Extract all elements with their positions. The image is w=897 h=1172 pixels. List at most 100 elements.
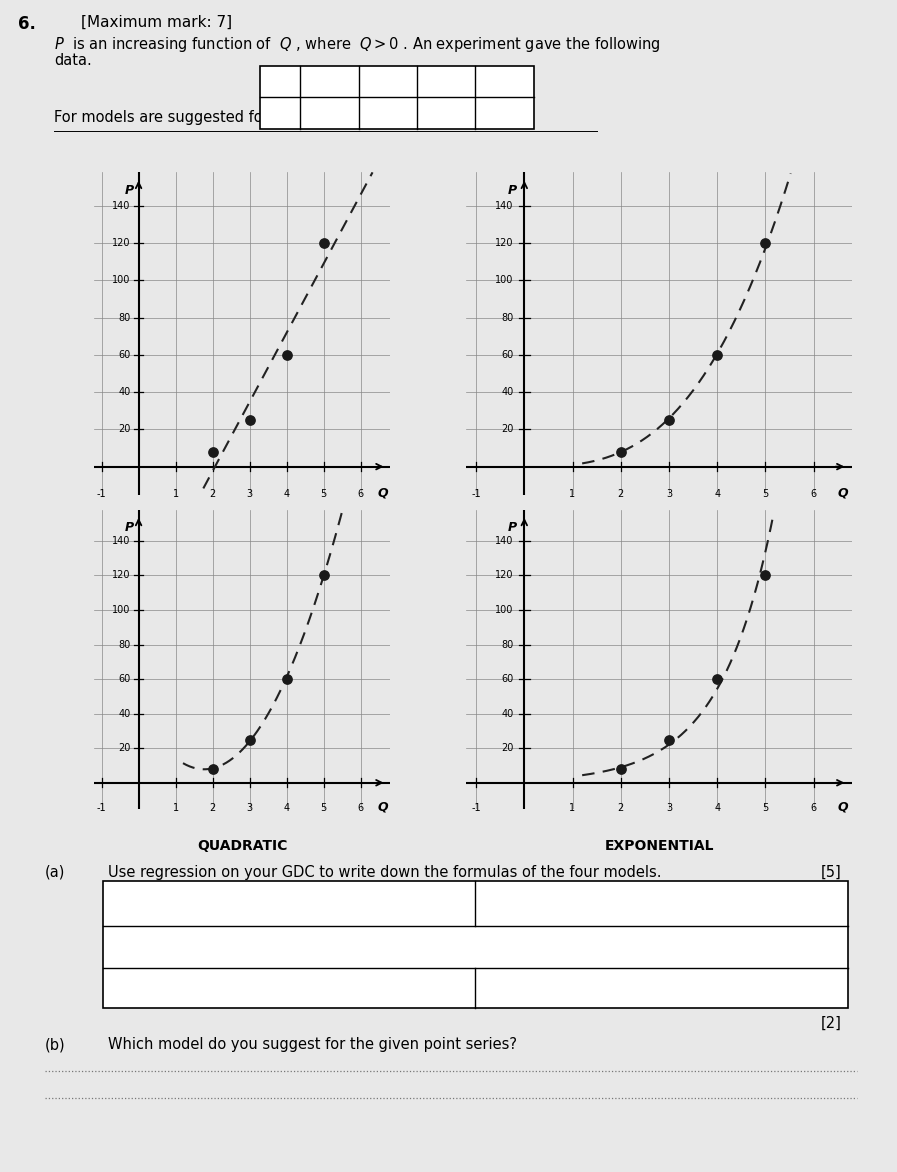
Text: 6: 6 <box>811 489 816 499</box>
Point <box>710 346 724 364</box>
Text: 140: 140 <box>112 200 130 211</box>
Text: 3: 3 <box>383 74 393 89</box>
Point <box>205 759 220 778</box>
Text: 1: 1 <box>172 489 179 499</box>
Text: 120: 120 <box>495 238 514 248</box>
Text: 6: 6 <box>358 804 363 813</box>
Text: 3: 3 <box>666 489 672 499</box>
Text: -1: -1 <box>97 804 107 813</box>
Text: 4: 4 <box>714 804 720 813</box>
Text: 40: 40 <box>118 387 130 397</box>
Text: 2: 2 <box>618 804 623 813</box>
Text: P: P <box>125 184 134 197</box>
Text: 2: 2 <box>210 489 215 499</box>
Text: P: P <box>508 520 517 533</box>
Point <box>317 566 331 585</box>
Text: 1: 1 <box>570 489 576 499</box>
Text: 40: 40 <box>501 709 514 718</box>
Text: data.: data. <box>54 53 91 68</box>
Text: 1: 1 <box>172 804 179 813</box>
Text: 2: 2 <box>210 804 215 813</box>
Point <box>710 669 724 688</box>
Text: 4: 4 <box>441 74 451 89</box>
Text: P: P <box>125 520 134 533</box>
Text: 100: 100 <box>495 275 514 285</box>
Text: -1: -1 <box>471 804 481 813</box>
Text: $(a \cdot b^x)$:: $(a \cdot b^x)$: <box>486 979 541 997</box>
Text: POWER: POWER <box>631 527 688 540</box>
Text: 5: 5 <box>500 74 509 89</box>
Text: 4: 4 <box>283 489 290 499</box>
Text: (a): (a) <box>45 865 65 880</box>
Text: 140: 140 <box>112 536 130 546</box>
Text: 60: 60 <box>118 350 130 360</box>
Text: 5: 5 <box>320 804 327 813</box>
Text: [2]: [2] <box>821 1016 841 1031</box>
Text: 6.: 6. <box>18 15 36 33</box>
Text: 4: 4 <box>283 804 290 813</box>
Text: (b): (b) <box>45 1037 65 1052</box>
Text: 5: 5 <box>762 489 769 499</box>
Text: 100: 100 <box>112 275 130 285</box>
Text: 2: 2 <box>325 74 335 89</box>
Text: POWER:: POWER: <box>486 897 549 911</box>
Text: For models are suggested for this point series.: For models are suggested for this point … <box>54 110 396 125</box>
Text: -1: -1 <box>97 489 107 499</box>
Text: 100: 100 <box>495 605 514 615</box>
Point <box>614 759 628 778</box>
Point <box>758 233 772 252</box>
Text: 60: 60 <box>118 674 130 684</box>
Text: 8: 8 <box>325 105 335 121</box>
Text: 60: 60 <box>501 350 514 360</box>
Text: 3: 3 <box>247 804 253 813</box>
Text: P: P <box>508 184 517 197</box>
Point <box>279 346 293 364</box>
Text: Q: Q <box>378 486 388 499</box>
Text: $P$  is an increasing function of  $Q$ , where  $Q > 0$ . An experiment gave the: $P$ is an increasing function of $Q$ , w… <box>54 35 660 54</box>
Text: 120: 120 <box>491 105 518 121</box>
Text: 80: 80 <box>501 313 514 322</box>
Text: 20: 20 <box>501 743 514 754</box>
Text: 2: 2 <box>618 489 623 499</box>
Text: 60: 60 <box>501 674 514 684</box>
Text: 20: 20 <box>118 743 130 754</box>
Point <box>205 442 220 461</box>
Point <box>614 442 628 461</box>
Text: 140: 140 <box>495 200 514 211</box>
Point <box>242 410 257 429</box>
Text: 3: 3 <box>666 804 672 813</box>
Text: Q: Q <box>837 486 848 499</box>
Point <box>242 730 257 749</box>
Text: -1: -1 <box>471 489 481 499</box>
Text: Q: Q <box>378 800 388 813</box>
Text: $\mathit{P}$: $\mathit{P}$ <box>274 105 286 121</box>
Text: $\mathit{Q}$: $\mathit{Q}$ <box>274 73 287 90</box>
Text: 5: 5 <box>320 489 327 499</box>
Text: 80: 80 <box>501 640 514 649</box>
Text: Q: Q <box>837 800 848 813</box>
Bar <box>103 881 848 1008</box>
Point <box>317 233 331 252</box>
Text: 20: 20 <box>501 424 514 435</box>
Text: 6: 6 <box>358 489 363 499</box>
Text: 120: 120 <box>112 238 130 248</box>
Text: 4: 4 <box>714 489 720 499</box>
Text: 20: 20 <box>118 424 130 435</box>
Text: LINEAR:: LINEAR: <box>114 897 176 911</box>
Text: [5]: [5] <box>821 865 841 880</box>
Text: 25: 25 <box>379 105 397 121</box>
Text: 40: 40 <box>118 709 130 718</box>
Text: QUADRATIC: QUADRATIC <box>197 839 287 852</box>
Text: 140: 140 <box>495 536 514 546</box>
Text: [Maximum mark: 7]: [Maximum mark: 7] <box>81 15 231 30</box>
Text: 120: 120 <box>495 571 514 580</box>
Text: LINEAR: LINEAR <box>213 527 271 540</box>
Point <box>662 410 676 429</box>
Point <box>758 566 772 585</box>
Text: 3: 3 <box>247 489 253 499</box>
Text: 60: 60 <box>437 105 456 121</box>
Text: Which model do you suggest for the given point series?: Which model do you suggest for the given… <box>108 1037 517 1052</box>
Text: 100: 100 <box>112 605 130 615</box>
FancyBboxPatch shape <box>260 66 534 129</box>
Text: 6: 6 <box>811 804 816 813</box>
